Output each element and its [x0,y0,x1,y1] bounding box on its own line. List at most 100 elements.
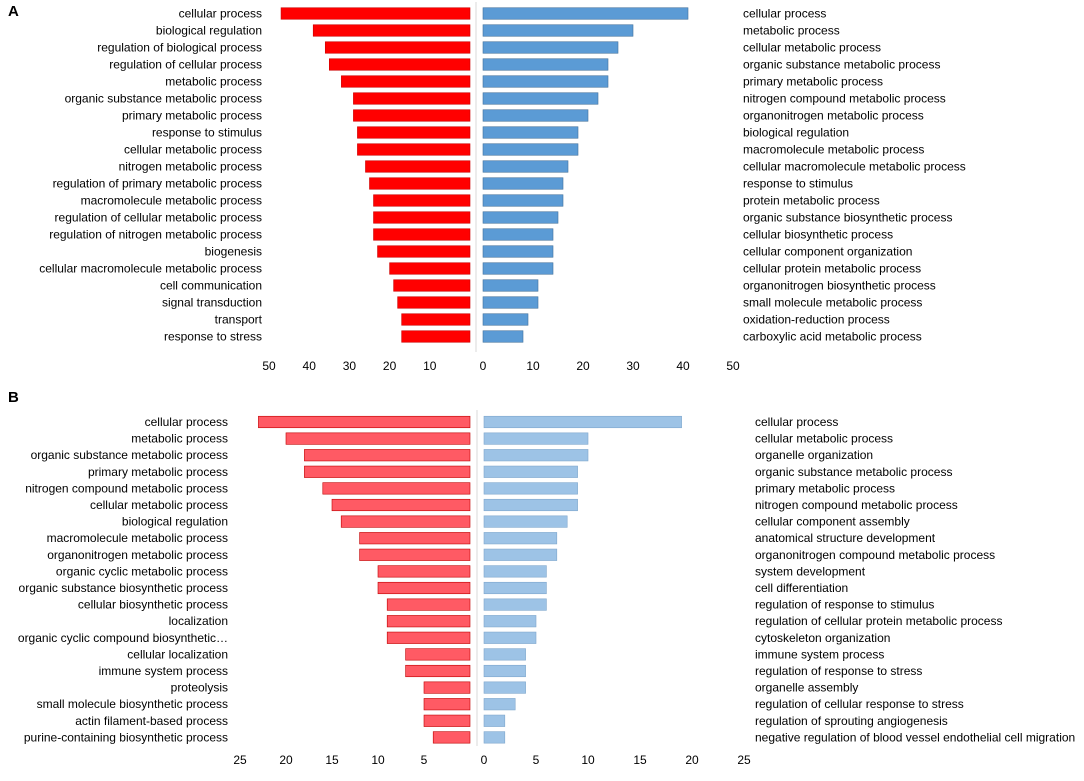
panel-a-right-bar[interactable] [482,126,579,139]
panel-b-left-tick-label: 25 [233,753,247,767]
panel-a-left-bar[interactable] [389,262,471,275]
panel-a-left-bar[interactable] [373,228,471,241]
panel-a-right-bar[interactable] [482,58,609,71]
panel-a-left-bar[interactable] [365,160,471,173]
panel-b-left-category-label: cellular metabolic process [90,498,228,512]
panel-a-left-bar[interactable] [401,313,471,326]
panel-b-left-bar[interactable] [285,432,471,445]
panel-b-right-bar[interactable] [483,698,516,711]
panel-a-right-bar[interactable] [482,228,554,241]
panel-b-left-bar[interactable] [386,615,471,628]
panel-a-right-bar[interactable] [482,296,539,309]
panel-b-left-category-label: organic cyclic compound biosynthetic… [18,631,228,645]
panel-a-left-bar[interactable] [353,109,471,122]
panel-a-left-category-label: regulation of cellular metabolic process [55,211,262,225]
panel-a-left-bar[interactable] [280,7,471,20]
panel-b-left-bar[interactable] [423,714,471,727]
panel-a-right-bar[interactable] [482,75,609,88]
panel-a-right-bar[interactable] [482,279,539,292]
panel-b-left-category-label: cellular biosynthetic process [78,598,228,612]
panel-b-right-bar[interactable] [483,731,506,744]
panel-b-right-bar[interactable] [483,532,558,545]
panel-a-left-bar[interactable] [397,296,471,309]
panel-b-left-bar[interactable] [386,631,471,644]
panel-b-right-bar[interactable] [483,681,526,694]
panel-b-left-bar[interactable] [304,465,471,478]
panel-b-right-bar[interactable] [483,432,589,445]
panel-a-right-bar[interactable] [482,41,619,54]
panel-b-left-bar[interactable] [322,482,471,495]
panel-b-left-bar[interactable] [377,581,471,595]
panel-a-left-bar[interactable] [401,330,471,343]
panel-b-right-category-label: cytoskeleton organization [755,631,890,645]
panel-a-right-bar[interactable] [482,330,524,343]
panel-a-right-bar[interactable] [482,24,634,37]
panel-b-right-category-label: regulation of sprouting angiogenesis [755,714,948,728]
panel-b-right-bar[interactable] [483,648,526,661]
panel-b-left-bar[interactable] [432,731,471,744]
panel-b-left-bar[interactable] [386,598,471,611]
panel-a-left-bar[interactable] [341,75,471,88]
panel-b-left-category-label: nitrogen compound metabolic process [25,481,228,495]
panel-a-right-bar[interactable] [482,7,689,20]
panel-b-right-bar[interactable] [483,548,558,561]
panel-a-left-bar[interactable] [373,194,471,207]
panel-b-right-bar[interactable] [483,498,578,512]
panel-b-left-category-label: organic cyclic metabolic process [56,564,228,578]
panel-a-left-bar[interactable] [357,143,471,156]
panel-b-right-bar[interactable] [483,714,506,727]
panel-a-right-bar[interactable] [482,143,579,156]
panel-a-left-bar[interactable] [324,41,471,54]
panel-b-right-bar[interactable] [483,415,682,429]
panel-a-right-category-label: protein metabolic process [743,194,880,208]
panel-b-right-bar[interactable] [483,664,526,678]
panel-b-right-bar[interactable] [483,515,568,528]
panel-a-right-tick-label: 40 [676,359,690,373]
panel-b-right-bar[interactable] [483,598,547,611]
panel-b-right-bar[interactable] [483,615,537,628]
panel-b-left-bar[interactable] [258,415,471,429]
panel-b-left-bar[interactable] [359,532,471,545]
panel-a-right-bar[interactable] [482,92,599,105]
panel-a-left-category-label: biogenesis [205,245,262,259]
panel-a-right-category-label: biological regulation [743,126,849,140]
panel-a-right-bar[interactable] [482,211,559,224]
panel-a-right-bar[interactable] [482,262,554,275]
panel-a-left-bar[interactable] [377,245,471,258]
panel-a-right-bar[interactable] [482,245,554,258]
panel-b-right-bar[interactable] [483,565,547,578]
panel-a-right-bar[interactable] [482,177,564,190]
panel-b-right-bar[interactable] [483,482,578,495]
panel-b-left-bar[interactable] [304,449,471,462]
panel-b-left-bar[interactable] [359,548,471,561]
panel-a-left-bar[interactable] [312,24,471,37]
panel-a-right-bar[interactable] [482,160,569,173]
panel-a-left-category-label: regulation of primary metabolic process [53,177,262,191]
panel-b-left-bar[interactable] [405,648,471,661]
panel-a-left-bar[interactable] [328,58,471,71]
panel-b-right-bar[interactable] [483,465,578,478]
panel-a-left-bar[interactable] [369,177,471,190]
panel-a-right-bar[interactable] [482,313,529,326]
panel-a-right-category-label: nitrogen compound metabolic process [743,92,946,106]
panel-b-left-bar[interactable] [377,565,471,578]
panel-b-left-bar[interactable] [423,681,471,694]
panel-b-left-category-label: organic substance metabolic process [31,448,228,462]
panel-a-right-bar[interactable] [482,109,589,122]
panel-b-right-bar[interactable] [483,631,537,644]
panel-a-left-bar[interactable] [353,92,471,105]
panel-a-right-tick-label: 20 [576,359,590,373]
panel-b-left-bar[interactable] [340,515,471,528]
panel-b-right-category-label: nitrogen compound metabolic process [755,498,958,512]
panel-b-left-bar[interactable] [331,498,471,512]
panel-a-left-bar[interactable] [357,126,471,139]
panel-b-right-bar[interactable] [483,581,547,595]
panel-a-left-bar[interactable] [393,279,471,292]
panel-b-left-bar[interactable] [405,664,471,678]
panel-a-left-bar[interactable] [373,211,471,224]
panel-b-right-bar[interactable] [483,449,589,462]
panel-b-left-bar[interactable] [423,698,471,711]
panel-a-right-bar[interactable] [482,194,564,207]
